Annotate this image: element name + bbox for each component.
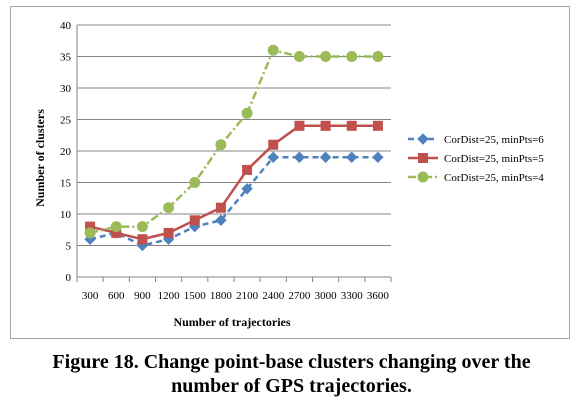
y-axis-title: Number of clusters xyxy=(33,109,47,207)
series-2-point xyxy=(320,120,331,131)
chart-frame: 0 5 10 15 20 25 30 35 40 300 600 900 1200 1500 1800 210… xyxy=(10,6,570,339)
series-3-point xyxy=(215,139,227,151)
figure-caption: Figure 18. Change point-base clusters ch… xyxy=(0,350,583,398)
legend-label: CorDist=25, minPts=5 xyxy=(444,153,544,165)
legend-label: CorDist=25, minPts=4 xyxy=(444,172,544,184)
series-2-point xyxy=(215,202,226,213)
tick-labels: 0 5 10 15 20 25 30 35 40 300 600 900 1200 1500 1800 210… xyxy=(60,20,389,302)
x-tick-label: 2700 xyxy=(288,290,311,302)
x-tick-label: 1500 xyxy=(184,290,207,302)
series-3-point xyxy=(241,107,253,119)
x-tick-label: 2400 xyxy=(262,290,285,302)
legend-label: CorDist=25, minPts=6 xyxy=(444,134,544,146)
series-1-point xyxy=(293,151,306,164)
series-3-point xyxy=(293,51,305,62)
series-3-point xyxy=(84,227,96,239)
series-3-point xyxy=(163,202,175,214)
y-tick-label: 35 xyxy=(60,52,72,64)
series-2-point xyxy=(137,234,148,245)
series-3-point xyxy=(372,51,384,62)
series-1-point xyxy=(319,151,332,164)
x-tick-label: 3600 xyxy=(367,290,390,302)
series-2-point xyxy=(346,120,357,131)
series-3-point xyxy=(189,177,201,188)
x-tick-label: 1800 xyxy=(210,290,233,302)
y-tick-label: 20 xyxy=(60,146,72,158)
series-2-point xyxy=(242,164,253,175)
y-tick-label: 10 xyxy=(60,209,72,221)
series-lines xyxy=(84,44,384,252)
series-2-point xyxy=(189,215,200,226)
series-2-point xyxy=(268,139,279,150)
series-3-point xyxy=(346,51,358,62)
series-1-point xyxy=(346,151,358,164)
series-2-point xyxy=(372,120,383,131)
y-tick-label: 5 xyxy=(66,241,72,253)
gridlines xyxy=(77,24,391,246)
caption-line-1: Figure 18. Change point-base clusters ch… xyxy=(52,351,531,373)
y-tick-label: 40 xyxy=(60,20,72,32)
axes xyxy=(76,25,392,282)
y-tick-label: 30 xyxy=(60,83,72,95)
series-1-point xyxy=(267,151,279,164)
series-3-point xyxy=(267,44,279,56)
series-1-point xyxy=(215,214,227,227)
legend-swatch-marker xyxy=(417,133,429,145)
x-tick-label: 600 xyxy=(108,290,125,302)
chart-svg: 0 5 10 15 20 25 30 35 40 300 600 900 1200 1500 1800 210… xyxy=(33,20,544,329)
x-tick-label: 3000 xyxy=(315,290,338,302)
series-3-point xyxy=(136,221,148,233)
series-1-point xyxy=(372,151,384,164)
series-2-point xyxy=(163,227,174,238)
series-3-point xyxy=(320,51,332,62)
legend-swatch-marker xyxy=(417,171,429,183)
caption-line-2: number of GPS trajectories. xyxy=(171,375,412,397)
x-tick-label: 3300 xyxy=(341,290,364,302)
x-tick-label: 1200 xyxy=(158,290,181,302)
legend: CorDist=25, minPts=6 CorDist=25, minPts=5… xyxy=(408,133,544,184)
x-axis-title: Number of trajectories xyxy=(173,315,290,329)
x-tick-label: 300 xyxy=(82,290,99,302)
x-tick-label: 2100 xyxy=(236,290,259,302)
series-3-point xyxy=(110,221,122,233)
y-tick-label: 25 xyxy=(60,115,72,127)
legend-swatch-marker xyxy=(418,153,428,163)
series-3-line xyxy=(89,48,378,235)
y-tick-label: 15 xyxy=(60,178,72,190)
series-1-point xyxy=(241,183,253,195)
x-tick-label: 900 xyxy=(134,290,151,302)
y-tick-label: 0 xyxy=(66,272,72,284)
series-1-line xyxy=(89,156,378,247)
series-2-point xyxy=(294,120,305,131)
